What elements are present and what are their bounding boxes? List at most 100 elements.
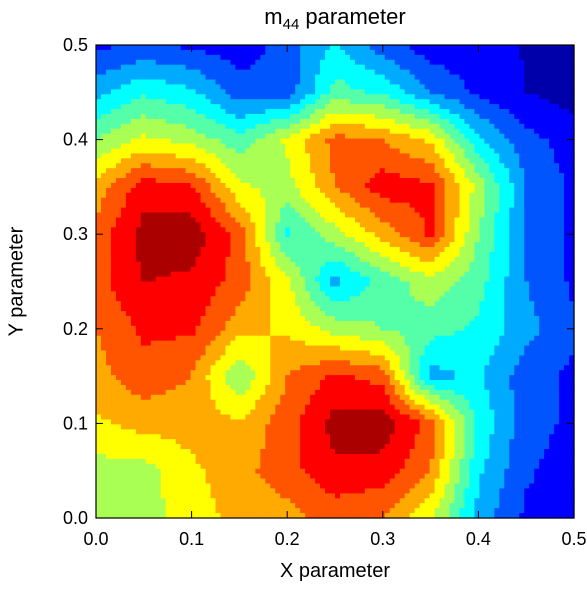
contour-cell — [429, 251, 436, 258]
contour-cell — [210, 276, 217, 283]
contour-cell — [534, 49, 540, 56]
contour-cell — [514, 153, 520, 159]
contour-cell — [335, 59, 341, 66]
contour-cell — [115, 153, 122, 159]
contour-cell — [394, 296, 401, 302]
contour-cell — [285, 261, 291, 268]
contour-cell — [185, 153, 192, 159]
contour-cell — [215, 291, 222, 297]
contour-cell — [369, 133, 376, 140]
contour-cell — [339, 128, 346, 135]
contour-cell — [424, 232, 431, 238]
contour-cell — [230, 128, 237, 135]
contour-cell — [489, 247, 495, 253]
contour-cell — [549, 94, 555, 100]
contour-cell — [115, 163, 122, 169]
contour-cell — [399, 59, 406, 66]
contour-cell — [305, 69, 311, 76]
contour-cell — [509, 192, 515, 199]
contour-cell — [419, 266, 426, 273]
contour-cell — [534, 163, 540, 169]
contour-cell — [529, 222, 535, 228]
contour-cell — [305, 227, 311, 233]
contour-cell — [464, 49, 471, 56]
contour-cell — [215, 266, 222, 273]
contour-cell — [230, 271, 237, 278]
contour-cell — [394, 187, 401, 194]
contour-cell — [270, 227, 276, 233]
contour-cell — [354, 49, 361, 56]
contour-cell — [295, 207, 301, 214]
contour-cell — [115, 227, 122, 233]
contour-cell — [374, 49, 381, 56]
contour-cell — [250, 64, 256, 71]
contour-cell — [96, 296, 102, 302]
contour-cell — [255, 143, 261, 150]
contour-cell — [504, 168, 510, 174]
contour-cell — [444, 113, 451, 120]
contour-cell — [140, 222, 147, 228]
contour-cell — [454, 64, 461, 71]
contour-cell — [225, 182, 232, 189]
contour-cell — [359, 143, 366, 150]
contour-cell — [499, 64, 505, 71]
contour-cell — [484, 178, 490, 184]
contour-cell — [529, 143, 535, 150]
contour-cell — [394, 158, 401, 164]
contour-cell — [419, 222, 426, 228]
contour-cell — [344, 133, 351, 140]
contour-cell — [514, 261, 520, 268]
contour-cell — [335, 84, 341, 90]
contour-cell — [325, 247, 331, 253]
contour-cell — [270, 266, 276, 273]
contour-cell — [409, 202, 416, 209]
contour-cell — [514, 276, 520, 283]
contour-cell — [125, 173, 132, 179]
contour-cell — [384, 232, 391, 238]
contour-cell — [504, 296, 510, 302]
contour-cell — [215, 74, 222, 81]
contour-cell — [235, 49, 241, 56]
contour-cell — [349, 99, 356, 105]
contour-cell — [125, 99, 132, 105]
contour-cell — [454, 232, 461, 238]
contour-cell — [270, 123, 276, 130]
contour-cell — [409, 242, 416, 248]
contour-cell — [549, 49, 555, 56]
contour-cell — [260, 281, 266, 288]
contour-cell — [96, 276, 102, 283]
contour-cell — [544, 192, 550, 199]
contour-cell — [140, 143, 147, 150]
contour-cell — [419, 118, 426, 125]
contour-cell — [504, 281, 510, 288]
contour-cell — [175, 163, 182, 169]
contour-cell — [534, 59, 540, 66]
contour-cell — [260, 158, 266, 164]
contour-cell — [96, 251, 102, 258]
contour-cell — [250, 256, 256, 263]
contour-cell — [434, 212, 441, 219]
contour-cell — [544, 182, 550, 189]
contour-cell — [200, 133, 207, 140]
contour-cell — [140, 281, 147, 288]
contour-cell — [255, 242, 261, 248]
contour-cell — [175, 232, 182, 238]
contour-cell — [409, 281, 416, 288]
contour-cell — [519, 118, 525, 125]
contour-cell — [165, 197, 172, 204]
contour-cell — [230, 49, 237, 56]
contour-cell — [210, 69, 217, 76]
contour-cell — [280, 168, 286, 174]
contour-cell — [479, 168, 485, 174]
contour-cell — [529, 163, 535, 169]
contour-cell — [105, 168, 112, 174]
contour-cell — [145, 237, 152, 243]
contour-cell — [384, 99, 391, 105]
contour-cell — [549, 143, 555, 150]
contour-cell — [474, 79, 480, 86]
contour-cell — [459, 237, 466, 243]
contour-cell — [185, 296, 192, 302]
contour-cell — [245, 271, 251, 278]
contour-cell — [145, 113, 152, 120]
contour-cell — [280, 64, 286, 71]
